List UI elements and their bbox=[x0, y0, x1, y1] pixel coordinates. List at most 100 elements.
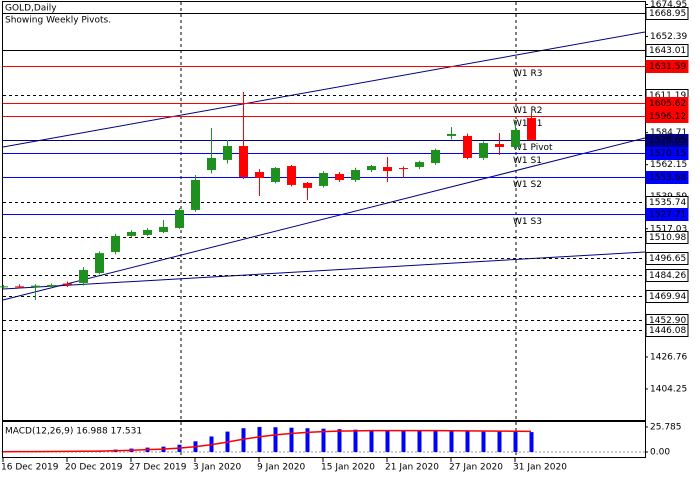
candle-body bbox=[255, 172, 264, 178]
x-tick-label: 20 Dec 2019 bbox=[65, 463, 123, 473]
macd-bar bbox=[417, 430, 422, 452]
candle-body bbox=[399, 168, 408, 170]
macd-bar bbox=[369, 430, 374, 452]
y-tick-label: 1584.71 bbox=[650, 128, 687, 138]
candle-body bbox=[175, 209, 184, 228]
level-label: 1469.94 bbox=[649, 292, 686, 302]
y-tick-label: 25.785 bbox=[650, 422, 682, 432]
level-label: 1596.12 bbox=[649, 112, 686, 122]
level-name: W1 R3 bbox=[513, 69, 542, 79]
level-label-box bbox=[645, 324, 689, 337]
level-name: W1 S3 bbox=[513, 217, 542, 227]
level-label-box bbox=[645, 134, 689, 147]
candle-body bbox=[447, 133, 456, 136]
level-label-box bbox=[645, 147, 689, 160]
plot-layer: 1674.951652.391584.711562.151539.591517.… bbox=[0, 0, 689, 473]
candle-body bbox=[383, 167, 392, 172]
candle-body bbox=[207, 157, 216, 171]
level-label-box bbox=[645, 252, 689, 265]
macd-bar bbox=[305, 428, 310, 452]
macd-bar bbox=[385, 430, 390, 452]
macd-bar bbox=[433, 430, 438, 452]
macd-bar bbox=[497, 431, 502, 452]
level-label: 1452.90 bbox=[649, 316, 686, 326]
candle-body bbox=[463, 135, 472, 158]
x-tick-label: 27 Dec 2019 bbox=[129, 463, 187, 473]
candle-body bbox=[143, 229, 152, 235]
level-label: 1510.98 bbox=[649, 233, 686, 243]
level-label: 1579.65 bbox=[649, 136, 686, 146]
level-label: 1643.01 bbox=[649, 46, 686, 56]
macd-bar bbox=[321, 428, 326, 452]
level-label-box bbox=[645, 208, 689, 221]
candle-body bbox=[223, 146, 232, 160]
x-tick-label: 31 Jan 2020 bbox=[513, 463, 567, 473]
level-label-box bbox=[645, 290, 689, 303]
candle-body bbox=[79, 270, 88, 283]
candle-body bbox=[495, 144, 504, 148]
macd-bar bbox=[481, 431, 486, 452]
candle-body bbox=[191, 179, 200, 210]
candle-body bbox=[335, 173, 344, 180]
candle-body bbox=[111, 235, 120, 252]
level-label: 1535.74 bbox=[649, 198, 686, 208]
macd-bar bbox=[449, 431, 454, 452]
candle-body bbox=[479, 143, 488, 158]
macd-bar bbox=[529, 432, 534, 452]
candle-body bbox=[415, 162, 424, 168]
candle-body bbox=[287, 166, 296, 185]
macd-title: MACD(12,26,9) 16.988 17.531 bbox=[5, 427, 142, 437]
level-label-box bbox=[645, 44, 689, 57]
y-tick-label: 1426.76 bbox=[650, 352, 687, 362]
y-tick-label: 1652.39 bbox=[650, 32, 687, 42]
candle-body bbox=[63, 283, 72, 285]
y-tick-label: 1517.03 bbox=[650, 224, 687, 234]
candle-body bbox=[127, 231, 136, 236]
trend-line bbox=[2, 31, 646, 148]
macd-bar bbox=[401, 430, 406, 452]
candle-body bbox=[351, 170, 360, 180]
level-label-box bbox=[645, 269, 689, 282]
macd-bar bbox=[273, 427, 278, 452]
chart-title: GOLD,Daily bbox=[5, 4, 57, 14]
y-tick-label: 1562.15 bbox=[650, 160, 687, 170]
level-label: 1668.95 bbox=[649, 9, 686, 19]
level-label: 1496.65 bbox=[649, 254, 686, 264]
level-label: 1527.71 bbox=[649, 210, 686, 220]
macd-bar bbox=[337, 429, 342, 452]
candle-body bbox=[303, 182, 312, 188]
y-tick-label: 1404.25 bbox=[650, 384, 687, 394]
level-label: 1611.19 bbox=[649, 91, 686, 101]
level-label: 1553.68 bbox=[649, 173, 686, 183]
macd-bar bbox=[289, 427, 294, 452]
level-name: W1 R2 bbox=[513, 106, 542, 116]
x-tick-label: 9 Jan 2020 bbox=[257, 463, 305, 473]
candle-body bbox=[47, 284, 56, 287]
macd-bar bbox=[353, 429, 358, 452]
candle-body bbox=[15, 286, 24, 288]
candle-body bbox=[319, 172, 328, 186]
candle-body bbox=[0, 286, 8, 288]
level-name: W1 S2 bbox=[513, 180, 542, 190]
candle-body bbox=[239, 146, 248, 177]
x-tick-label: 21 Jan 2020 bbox=[385, 463, 439, 473]
level-label: 1484.26 bbox=[649, 271, 686, 281]
level-label-box bbox=[645, 171, 689, 184]
macd-frame bbox=[2, 421, 646, 458]
x-tick-label: 15 Jan 2020 bbox=[321, 463, 375, 473]
level-label: 1605.62 bbox=[649, 99, 686, 109]
chart-subtitle: Showing Weekly Pivots. bbox=[5, 16, 111, 26]
level-label-box bbox=[645, 60, 689, 73]
level-label: 1446.08 bbox=[649, 326, 686, 336]
candle-body bbox=[31, 285, 40, 288]
level-name: W1 S1 bbox=[513, 156, 542, 166]
level-label-box bbox=[645, 7, 689, 20]
level-label-box bbox=[645, 231, 689, 244]
macd-bar bbox=[257, 426, 262, 452]
pivot-levels: 1668.95 1643.01 W1 R3 1631.59 1611.19 W1 R2 16… bbox=[3, 7, 689, 337]
candle-body bbox=[511, 129, 520, 148]
candle-body bbox=[367, 166, 376, 171]
candle-body bbox=[95, 253, 104, 273]
